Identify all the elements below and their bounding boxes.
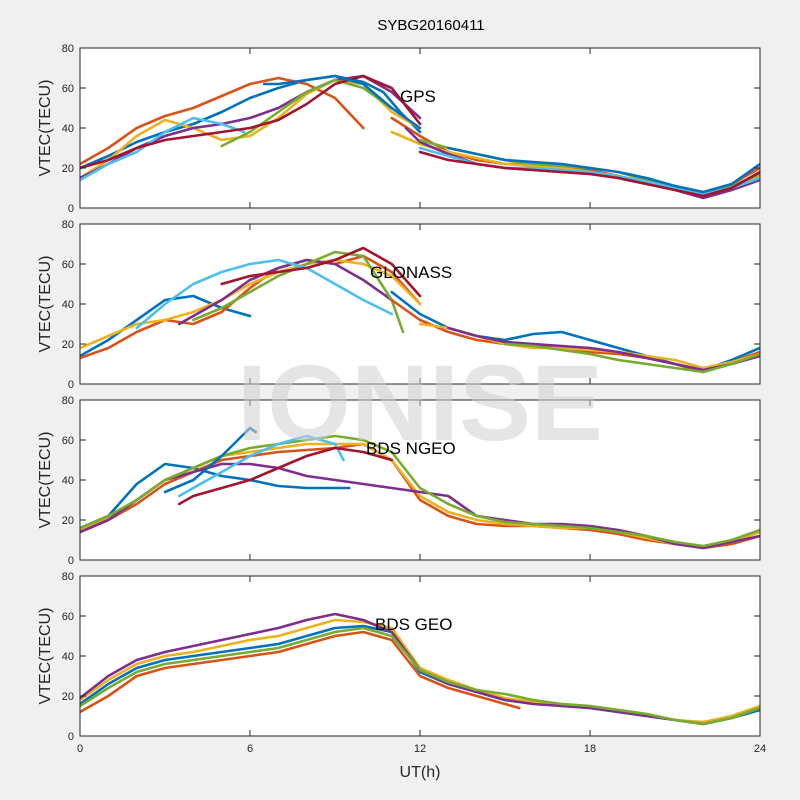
y-tick-label: 20 — [62, 515, 74, 527]
y-axis-label: VTEC(TECU) — [37, 80, 54, 177]
panel-title: BDS GEO — [375, 615, 452, 634]
series-line — [220, 246, 422, 298]
panel-1: 0 20 40 60 80 VTEC(TECU) GLONASS — [37, 219, 761, 391]
x-tick-label: 12 — [414, 743, 426, 755]
series-line — [80, 434, 760, 548]
y-tick-label: 80 — [62, 571, 74, 583]
x-axis-label: UT(h) — [400, 764, 441, 781]
x-tick-label: 24 — [754, 743, 766, 755]
series-line — [163, 426, 257, 494]
y-tick-label: 20 — [62, 339, 74, 351]
y-tick-label: 60 — [62, 611, 74, 623]
series-line — [80, 74, 422, 170]
series-group — [80, 426, 760, 550]
panel-3: 0 6 12 18 24 0 20 40 60 80 VTEC(TECU) BDS GEO — [37, 571, 766, 755]
series-line — [135, 258, 394, 330]
panel-0: 0 20 40 60 80 VTEC(TECU) GPS — [37, 43, 761, 215]
series-line — [418, 150, 760, 198]
y-tick-label: 40 — [62, 123, 74, 135]
series-line — [80, 258, 422, 350]
x-tick-label: 6 — [247, 743, 253, 755]
x-tick-label: 0 — [77, 743, 83, 755]
series-line — [503, 342, 760, 374]
x-tick-label: 18 — [584, 743, 596, 755]
plot-area — [80, 576, 760, 736]
series-line — [446, 326, 760, 372]
y-tick-label: 40 — [62, 299, 74, 311]
y-tick-label: 0 — [68, 203, 74, 215]
watermark: IONISE — [237, 342, 603, 463]
series-line — [177, 434, 345, 498]
series-line — [177, 446, 394, 506]
y-tick-label: 80 — [62, 219, 74, 231]
panel-title: BDS NGEO — [366, 439, 456, 458]
y-tick-label: 20 — [62, 691, 74, 703]
series-line — [220, 78, 394, 148]
series-group — [80, 246, 760, 374]
y-tick-label: 60 — [62, 83, 74, 95]
series-line — [80, 116, 246, 182]
panel-title: GPS — [400, 87, 436, 106]
y-tick-label: 60 — [62, 435, 74, 447]
y-axis-label: VTEC(TECU) — [37, 432, 54, 529]
series-line — [192, 250, 405, 334]
y-tick-label: 0 — [68, 731, 74, 743]
y-tick-label: 80 — [62, 395, 74, 407]
series-group — [80, 74, 760, 200]
panel-2: 0 20 40 60 80 VTEC(TECU) BDS NGEO — [37, 395, 761, 567]
series-line — [446, 146, 760, 194]
y-axis-label: VTEC(TECU) — [37, 256, 54, 353]
y-axis-label: VTEC(TECU) — [37, 608, 54, 705]
series-line — [80, 626, 760, 726]
figure-title: SYBG20160411 — [377, 17, 484, 34]
series-line — [262, 74, 422, 130]
series-line — [80, 74, 422, 170]
y-tick-label: 0 — [68, 379, 74, 391]
y-tick-label: 40 — [62, 651, 74, 663]
y-tick-label: 0 — [68, 555, 74, 567]
series-group — [80, 612, 760, 726]
y-tick-label: 60 — [62, 259, 74, 271]
series-line — [177, 258, 394, 326]
series-line — [80, 630, 521, 714]
panel-title: GLONASS — [370, 263, 452, 282]
y-tick-label: 80 — [62, 43, 74, 55]
y-tick-label: 20 — [62, 163, 74, 175]
series-line — [80, 462, 351, 530]
y-tick-label: 40 — [62, 475, 74, 487]
